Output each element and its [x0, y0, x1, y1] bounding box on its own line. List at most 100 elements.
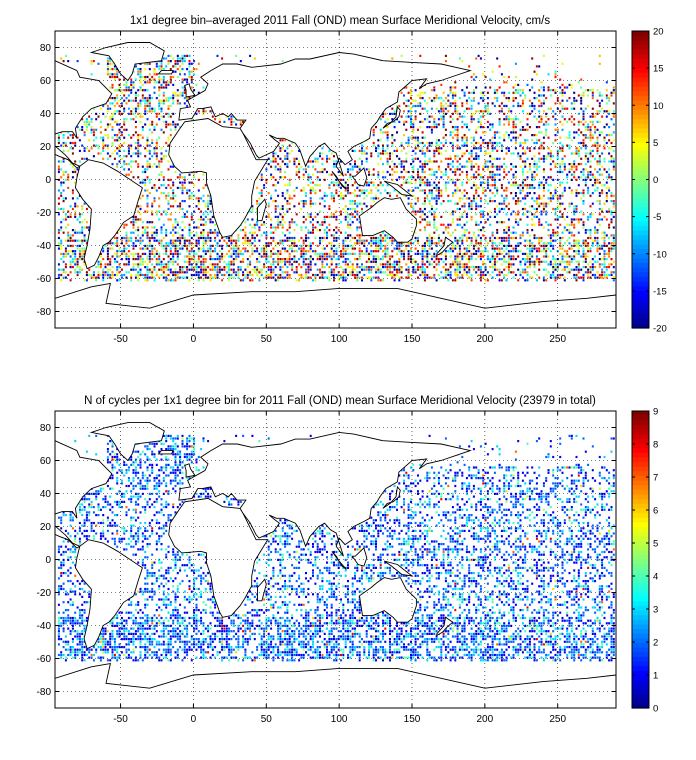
- bin-cell: [302, 255, 305, 258]
- bin-cell: [57, 268, 60, 271]
- bin-cell: [216, 242, 219, 245]
- bin-cell: [612, 163, 615, 166]
- bin-cell: [610, 134, 613, 137]
- bin-cell: [419, 189, 422, 192]
- bin-cell: [291, 149, 294, 152]
- bin-cell: [202, 213, 205, 216]
- bin-cell: [197, 202, 200, 205]
- bin-cell: [456, 131, 459, 134]
- bin-cell: [570, 202, 573, 205]
- bin-cell: [444, 141, 447, 145]
- bin-cell: [132, 231, 135, 234]
- bin-cell: [528, 168, 531, 171]
- bin-cell: [486, 202, 489, 205]
- bin-cell: [377, 250, 380, 253]
- bin-cell: [577, 242, 580, 245]
- bin-cell: [552, 271, 555, 274]
- bin-cell: [85, 239, 88, 242]
- bin-cell: [64, 178, 67, 181]
- bin-cell: [412, 205, 415, 208]
- bin-cell: [463, 205, 466, 208]
- bin-cell: [239, 229, 242, 232]
- bin-cell: [412, 128, 415, 131]
- bin-cell: [584, 147, 587, 150]
- bin-cell: [288, 258, 291, 261]
- bin-cell: [486, 141, 489, 145]
- bin-cell: [484, 221, 487, 224]
- bin-cell: [321, 255, 324, 258]
- bin-cell: [221, 247, 224, 250]
- bin-cell: [176, 176, 179, 179]
- bin-cell: [351, 207, 354, 211]
- bin-cell: [391, 263, 394, 266]
- bin-cell: [309, 258, 312, 261]
- bin-cell: [340, 194, 342, 197]
- bin-cell: [288, 207, 291, 211]
- bin-cell: [531, 223, 534, 226]
- bin-cell: [510, 213, 513, 216]
- bin-cell: [118, 139, 121, 142]
- bin-cell: [272, 239, 275, 242]
- bin-cell: [531, 263, 534, 266]
- bin-cell: [458, 115, 461, 118]
- bin-cell: [591, 120, 594, 123]
- bin-cell: [519, 141, 522, 145]
- bin-cell: [179, 276, 182, 279]
- bin-cell: [365, 268, 368, 271]
- bin-cell: [540, 118, 543, 121]
- bin-cell: [486, 181, 489, 184]
- bin-cell: [349, 202, 352, 205]
- bin-cell: [83, 234, 86, 237]
- bin-cell: [216, 273, 219, 277]
- bin-cell: [428, 115, 431, 118]
- bin-cell: [372, 134, 375, 137]
- bin-cell: [370, 276, 373, 279]
- bin-cell: [188, 250, 191, 253]
- bin-cell: [461, 236, 464, 240]
- bin-cell: [186, 250, 189, 253]
- bin-cell: [470, 236, 473, 240]
- bin-cell: [421, 218, 424, 221]
- bin-cell: [291, 141, 294, 145]
- bin-cell: [493, 131, 496, 134]
- bin-cell: [412, 242, 415, 245]
- bin-cell: [146, 234, 149, 237]
- bin-cell: [610, 263, 613, 266]
- bin-cell: [358, 242, 361, 245]
- bin-cell: [538, 115, 541, 118]
- bin-cell: [249, 239, 252, 242]
- bin-cell: [370, 266, 373, 269]
- bin-cell: [535, 215, 538, 218]
- bin-cell: [421, 247, 424, 250]
- bin-cell: [491, 192, 494, 195]
- bin-cell: [423, 207, 426, 211]
- bin-cell: [449, 213, 452, 216]
- bin-cell: [500, 202, 503, 205]
- bin-cell: [172, 234, 175, 237]
- bin-cell: [286, 200, 289, 203]
- bin-cell: [344, 239, 347, 242]
- bin-cell: [384, 255, 387, 258]
- bin-cell: [76, 231, 79, 234]
- bin-cell: [451, 263, 454, 266]
- bin-cell: [517, 213, 520, 216]
- bin-cell: [608, 242, 611, 245]
- bin-cell: [470, 279, 473, 282]
- bin-cell: [67, 131, 70, 134]
- bin-cell: [113, 112, 116, 115]
- bin-cell: [396, 118, 398, 121]
- bin-cell: [559, 136, 562, 139]
- bin-cell: [561, 128, 564, 131]
- bin-cell: [386, 134, 389, 137]
- bin-cell: [577, 152, 580, 155]
- bin-cell: [449, 178, 452, 181]
- bin-cell: [288, 160, 291, 163]
- bin-cell: [265, 247, 268, 250]
- bin-cell: [351, 244, 354, 247]
- bin-cell: [321, 147, 324, 150]
- bin-cell: [531, 213, 534, 216]
- bin-cell: [482, 229, 485, 232]
- bin-cell: [512, 247, 515, 250]
- bin-cell: [109, 260, 112, 263]
- bin-cell: [130, 165, 133, 168]
